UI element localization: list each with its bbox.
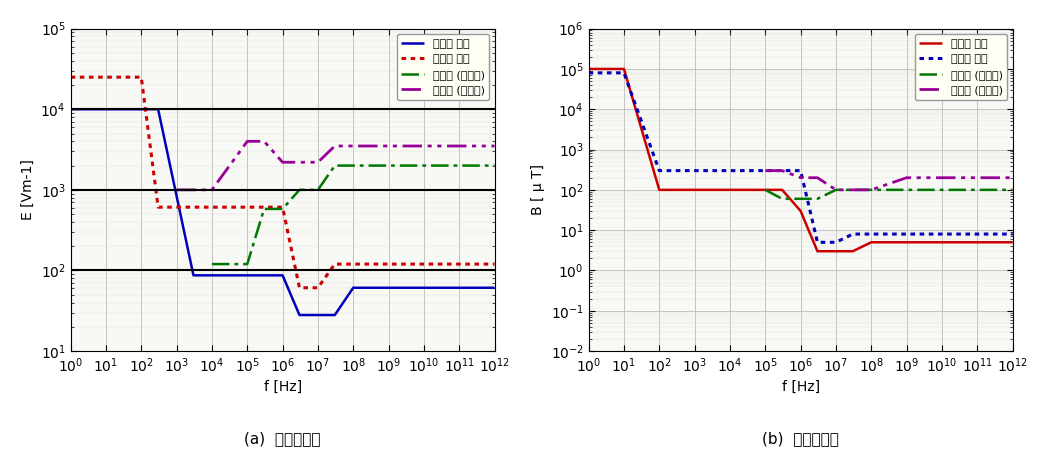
Text: (b)  자기장강도: (b) 자기장강도 [763,432,839,446]
Y-axis label: E [Vm-1]: E [Vm-1] [21,159,35,220]
X-axis label: f [Hz]: f [Hz] [782,380,819,394]
Y-axis label: B [ μ T]: B [ μ T] [531,164,545,215]
Legend: 일반인 노출, 직업인 노출, 참투치 (일반인), 참투치 (직업인): 일반인 노출, 직업인 노출, 참투치 (일반인), 참투치 (직업인) [397,34,489,100]
Text: (a)  전기장강도: (a) 전기장강도 [244,432,321,446]
X-axis label: f [Hz]: f [Hz] [263,380,302,394]
Legend: 일반인 노출, 직업인 노출, 참투치 (일반인), 참투치 (직업인): 일반인 노출, 직업인 노출, 참투치 (일반인), 참투치 (직업인) [915,34,1007,100]
